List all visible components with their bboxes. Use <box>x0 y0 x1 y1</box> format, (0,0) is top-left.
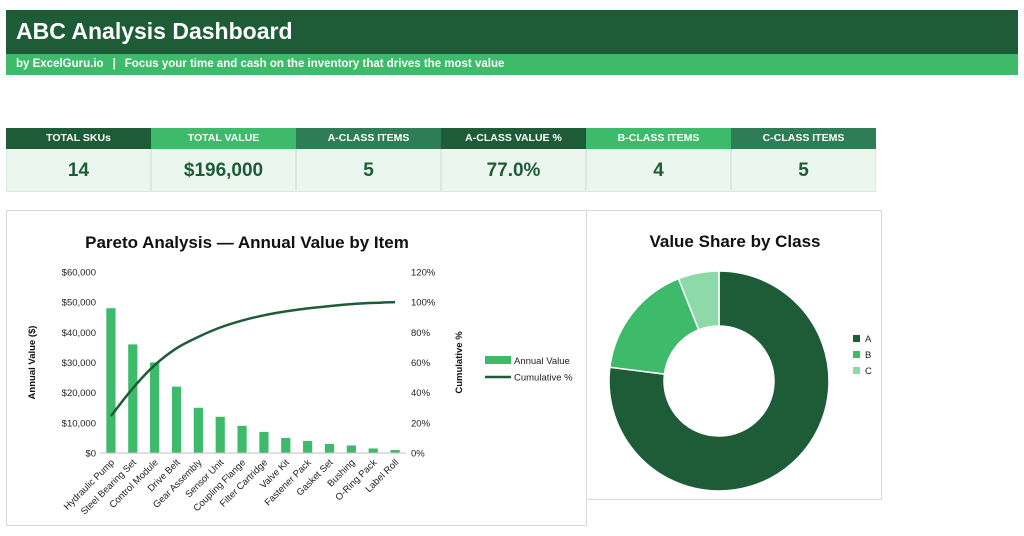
kpi-label: A-CLASS ITEMS <box>296 128 441 149</box>
kpi-value: $196,000 <box>151 149 296 192</box>
page-title: ABC Analysis Dashboard <box>16 18 293 44</box>
bar-annual-value <box>281 437 291 453</box>
kpi-value: 5 <box>296 149 441 192</box>
legend-swatch-c <box>853 367 860 374</box>
kpi-value: 14 <box>6 149 151 192</box>
y2-tick-label: 120% <box>411 268 436 279</box>
kpi-label: TOTAL SKUs <box>6 128 151 149</box>
legend-label: Annual Value <box>514 356 570 367</box>
legend-label: Cumulative % <box>514 373 573 384</box>
bar-annual-value <box>303 440 313 453</box>
y-tick-label: $50,000 <box>62 298 96 309</box>
bar-annual-value <box>106 308 116 453</box>
y-tick-label: $20,000 <box>62 388 96 399</box>
header-subtitle-bar: by ExcelGuru.io | Focus your time and cash… <box>6 54 1018 75</box>
legend-swatch-annual-value <box>485 356 511 364</box>
kpi-total-skus: TOTAL SKUs 14 <box>6 128 151 192</box>
kpi-total-value: TOTAL VALUE $196,000 <box>151 128 296 192</box>
byline-separator: | <box>112 58 116 70</box>
bar-annual-value <box>324 443 335 453</box>
pareto-chart-panel: Pareto Analysis — Annual Value by Item $0… <box>6 210 587 526</box>
kpi-value: 5 <box>731 149 876 192</box>
y2-axis-label: Cumulative % <box>454 331 465 394</box>
chart-title: Value Share by Class <box>649 232 820 251</box>
header-subtitle: by ExcelGuru.io | Focus your time and cash… <box>16 58 504 70</box>
bar-annual-value <box>215 416 225 453</box>
legend-label: A <box>865 334 872 345</box>
kpi-label: B-CLASS ITEMS <box>586 128 731 149</box>
y-axis-label: Annual Value ($) <box>27 326 38 400</box>
bar-annual-value <box>171 386 182 453</box>
bar-annual-value <box>368 448 378 453</box>
header-title-bar: ABC Analysis Dashboard <box>6 10 1018 54</box>
kpi-b-class-items: B-CLASS ITEMS 4 <box>586 128 731 192</box>
bar-annual-value <box>128 344 138 453</box>
y-tick-label: $0 <box>85 449 96 460</box>
y2-tick-label: 40% <box>411 388 431 399</box>
kpi-value: 4 <box>586 149 731 192</box>
y-tick-label: $10,000 <box>62 418 96 429</box>
y-tick-label: $60,000 <box>62 268 96 279</box>
byline: by ExcelGuru.io <box>16 58 104 70</box>
pareto-chart: Pareto Analysis — Annual Value by Item $0… <box>27 233 573 517</box>
y-tick-label: $30,000 <box>62 358 96 369</box>
bar-annual-value <box>346 445 356 453</box>
kpi-a-class-items: A-CLASS ITEMS 5 <box>296 128 441 192</box>
y2-tick-label: 80% <box>411 328 431 339</box>
kpi-label: A-CLASS VALUE % <box>441 128 586 149</box>
kpi-label: C-CLASS ITEMS <box>731 128 876 149</box>
legend-swatch-a <box>853 335 860 342</box>
donut-chart-panel: Value Share by Class A B C <box>586 210 882 500</box>
kpi-value: 77.0% <box>441 149 586 192</box>
legend-swatch-b <box>853 351 860 358</box>
bar-annual-value <box>193 407 203 453</box>
y2-tick-label: 0% <box>411 449 425 460</box>
y-tick-label: $40,000 <box>62 328 96 339</box>
legend-label: B <box>865 350 871 361</box>
kpi-c-class-items: C-CLASS ITEMS 5 <box>731 128 876 192</box>
kpi-a-class-value-pct: A-CLASS VALUE % 77.0% <box>441 128 586 192</box>
donut-slice-c <box>677 270 720 331</box>
chart-title: Pareto Analysis — Annual Value by Item <box>85 233 409 252</box>
legend-label: C <box>865 366 872 377</box>
donut-slice-a <box>608 270 830 492</box>
y2-tick-label: 100% <box>411 298 436 309</box>
bar-annual-value <box>237 425 247 453</box>
bar-annual-value <box>259 431 269 453</box>
line-cumulative-pct <box>109 300 396 417</box>
donut-chart: Value Share by Class ABC <box>608 232 872 492</box>
bar-annual-value <box>390 449 400 453</box>
kpi-label: TOTAL VALUE <box>151 128 296 149</box>
tagline: Focus your time and cash on the inventor… <box>124 58 505 70</box>
y2-tick-label: 20% <box>411 418 431 429</box>
bar-annual-value <box>150 362 160 453</box>
y2-tick-label: 60% <box>411 358 431 369</box>
